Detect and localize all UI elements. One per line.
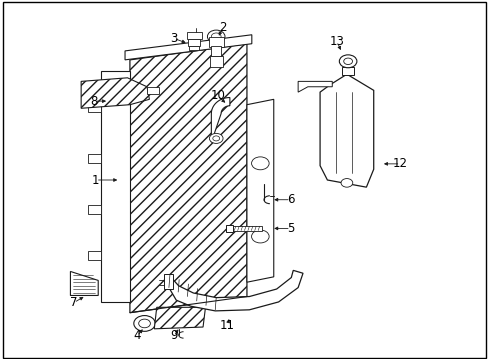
Polygon shape (101, 71, 130, 302)
Polygon shape (298, 81, 331, 92)
Polygon shape (125, 35, 251, 60)
Text: 5: 5 (286, 222, 294, 235)
Bar (163, 274, 172, 289)
Text: 12: 12 (392, 157, 407, 170)
Text: 9: 9 (170, 329, 177, 342)
Polygon shape (88, 205, 101, 214)
Circle shape (251, 157, 268, 170)
Bar (189, 46, 199, 50)
Polygon shape (320, 74, 373, 187)
Bar (208, 37, 223, 47)
Bar (186, 32, 201, 39)
Text: 11: 11 (220, 319, 234, 332)
Text: 3: 3 (170, 32, 177, 45)
Polygon shape (211, 98, 229, 142)
Text: 10: 10 (210, 89, 224, 102)
Text: 7: 7 (70, 296, 78, 309)
Polygon shape (88, 154, 101, 163)
Circle shape (212, 136, 219, 141)
Polygon shape (81, 78, 149, 108)
Circle shape (343, 58, 352, 64)
Polygon shape (246, 99, 273, 282)
Circle shape (340, 179, 352, 187)
Polygon shape (154, 307, 205, 329)
Polygon shape (147, 87, 159, 94)
Circle shape (209, 134, 223, 143)
Text: 1: 1 (92, 174, 100, 186)
Circle shape (251, 230, 268, 243)
Text: 6: 6 (286, 193, 294, 206)
Bar (188, 39, 200, 46)
Circle shape (207, 30, 224, 43)
Circle shape (139, 319, 150, 328)
Polygon shape (88, 251, 101, 260)
Text: 2: 2 (218, 21, 226, 34)
Bar (209, 55, 222, 67)
Circle shape (134, 316, 155, 331)
Text: 4: 4 (133, 329, 141, 342)
Bar (211, 46, 221, 56)
Circle shape (211, 33, 221, 40)
Bar (226, 225, 233, 231)
Bar (232, 226, 261, 231)
Bar (341, 67, 353, 75)
Polygon shape (70, 271, 98, 296)
Text: 13: 13 (329, 35, 344, 49)
Polygon shape (130, 44, 246, 313)
Polygon shape (168, 270, 303, 311)
Circle shape (339, 55, 356, 68)
Polygon shape (88, 103, 101, 112)
Text: 8: 8 (90, 95, 98, 108)
